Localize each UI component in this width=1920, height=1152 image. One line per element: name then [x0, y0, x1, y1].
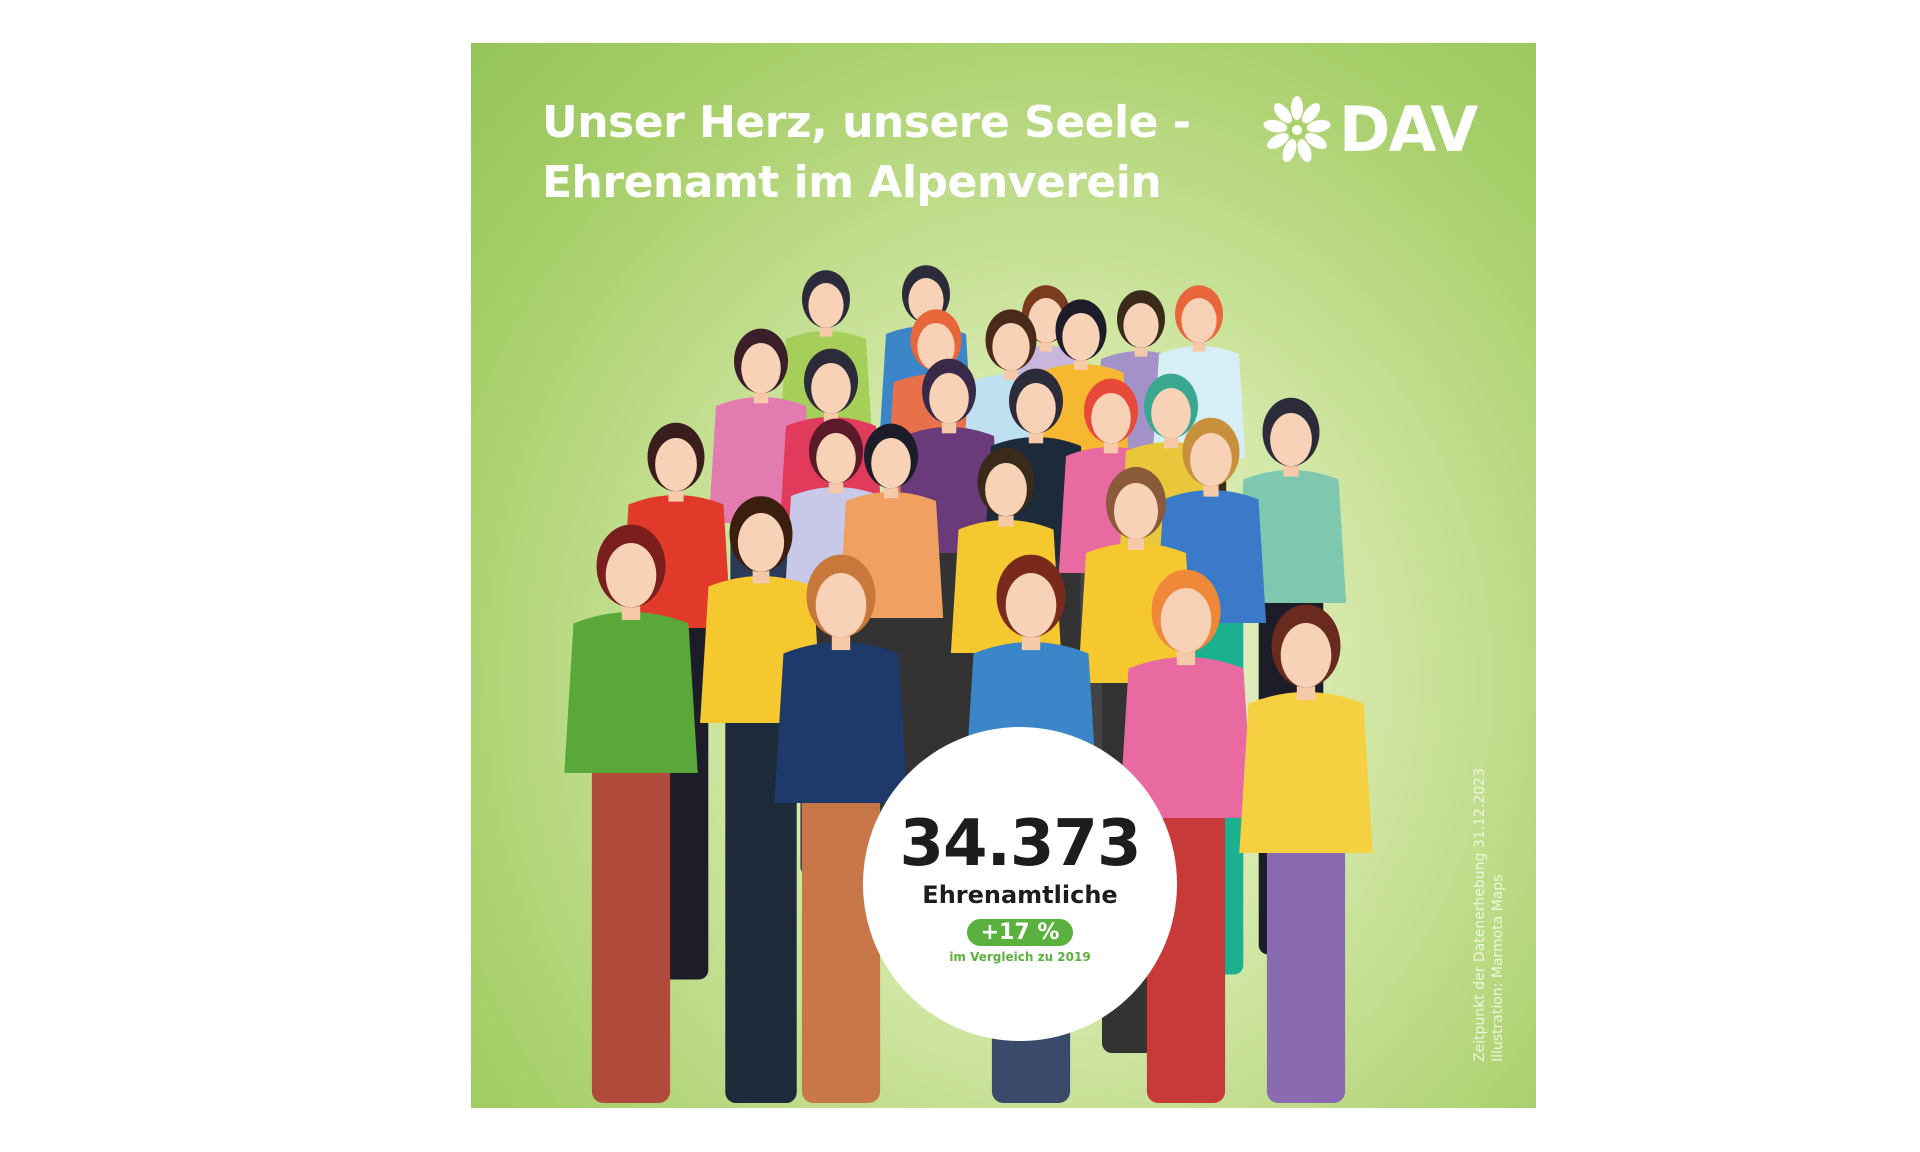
person-face [1114, 483, 1158, 539]
illustration-credit: Illustration: Marmota Maps [1490, 874, 1506, 1063]
person-face [1181, 298, 1217, 343]
person-torso [1119, 657, 1253, 818]
person-face [741, 343, 781, 394]
headline-line-2: Ehrenamt im Alpenverein [542, 157, 1162, 208]
person-face [1091, 393, 1131, 444]
person-torso [1239, 692, 1373, 853]
person-face [1151, 388, 1191, 439]
person-torso [564, 612, 698, 773]
person-torso [1078, 543, 1194, 683]
dav-logo: DAV [1261, 93, 1478, 166]
person-legs [801, 768, 881, 1103]
person-torso [1235, 470, 1347, 603]
person-face [1123, 303, 1159, 348]
crowd-illustration [564, 265, 1373, 1103]
person-face [815, 573, 867, 638]
person-face [1190, 433, 1232, 487]
volunteer-label: Ehrenamtliche [922, 881, 1118, 909]
person-face [1270, 413, 1312, 467]
person-face [985, 463, 1027, 517]
person-face [992, 323, 1030, 371]
person-face [929, 373, 969, 424]
comparison-text: im Vergleich zu 2019 [949, 950, 1091, 964]
person-figure [1239, 604, 1373, 1103]
logo-text: DAV [1339, 93, 1478, 166]
person-face [1028, 298, 1064, 343]
edelweiss-icon [1262, 95, 1332, 164]
person-figure [564, 524, 698, 1103]
person-face [1062, 313, 1100, 361]
headline: Unser Herz, unsere Seele - Ehrenamt im A… [542, 93, 1191, 213]
person-face [605, 543, 657, 608]
person-face [1016, 383, 1056, 434]
person-face [917, 323, 955, 371]
person-figure [1119, 569, 1253, 1103]
person-face [1005, 573, 1057, 638]
person-figure [774, 554, 908, 1103]
person-face [1280, 623, 1332, 688]
person-face [871, 438, 911, 489]
person-legs [591, 738, 671, 1103]
stat-circle: 34.373 Ehrenamtliche +17 % im Vergleich … [863, 727, 1177, 1041]
change-badge: +17 % [966, 919, 1074, 946]
person-face [737, 513, 785, 572]
person-face [816, 433, 856, 484]
person-torso [774, 642, 908, 803]
volunteer-count: 34.373 [899, 807, 1142, 881]
infographic-poster: Unser Herz, unsere Seele - Ehrenamt im A… [471, 43, 1536, 1108]
person-face [1160, 588, 1212, 653]
headline-line-1: Unser Herz, unsere Seele - [542, 97, 1191, 148]
credits: Zeitpunkt der Datenerhebung 31.12.2023 I… [1471, 768, 1507, 1062]
person-face [811, 363, 851, 414]
data-date-note: Zeitpunkt der Datenerhebung 31.12.2023 [1472, 768, 1488, 1063]
person-legs [1266, 818, 1346, 1103]
person-face [808, 283, 844, 328]
person-face [655, 438, 697, 492]
